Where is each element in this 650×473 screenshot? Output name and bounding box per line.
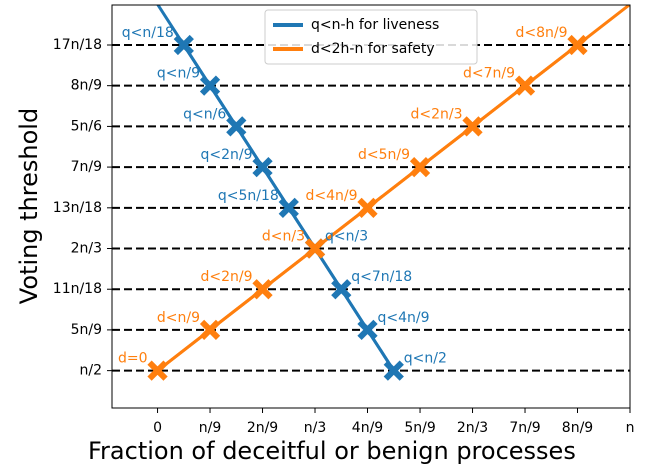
marker [409,156,431,178]
point-label: d<2n/3 [410,106,462,122]
point-label: q<n/18 [122,25,174,41]
x-tick-label: 2n/3 [457,420,488,436]
plot-frame [111,4,631,409]
point-label: q<2n/9 [200,147,252,163]
point-label: d<4n/9 [305,188,357,204]
marker [199,319,221,341]
y-tick-label: 17n/18 [53,37,102,53]
marker [278,197,299,218]
legend-box [264,9,478,65]
point-label: d<2n/9 [200,269,252,285]
point-label: d<5n/9 [358,147,410,163]
y-tick-label: n/2 [80,363,103,379]
point-label: d<8n/9 [515,25,567,41]
x-tick-label: 5n/9 [404,420,435,436]
y-tick-label: 13n/18 [53,200,102,216]
point-label: d<7n/9 [463,66,515,82]
marker [173,34,194,56]
marker [331,279,352,300]
y-axis-label: Voting threshold [15,108,43,304]
plot-area [112,5,630,381]
point-label: q<n/6 [183,106,226,122]
point-label: q<n/9 [157,66,200,82]
marker [304,238,326,259]
marker [514,75,536,96]
marker [252,279,273,300]
x-axis-label: Fraction of deceitful or benign processe… [88,437,576,465]
marker [357,319,378,341]
y-tick-label: 5n/6 [71,118,102,134]
x-tick-label: 7n/9 [509,420,540,436]
x-tick-label: 8n/9 [562,420,593,436]
x-tick-label: 2n/9 [247,420,278,436]
point-label: q<n/3 [325,228,368,244]
x-tick-label: 4n/9 [352,420,383,436]
marker [252,156,273,178]
point-label: d<n/3 [262,228,305,244]
point-label: q<7n/18 [351,269,412,285]
legend-label: d<2h-n for safety [311,41,435,57]
x-tick-label: n/3 [304,420,327,436]
marker [383,360,404,381]
marker [199,75,221,96]
x-tick-label: 0 [153,420,162,436]
marker [147,360,168,381]
point-label: q<4n/9 [378,310,430,326]
y-tick-label: 7n/9 [71,159,102,175]
y-tick-label: 11n/18 [53,281,102,297]
marker [357,197,378,218]
point-label: q<n/2 [404,351,447,367]
legend-label: q<n-h for liveness [311,17,439,33]
y-tick-label: 2n/3 [71,240,102,256]
marker [226,116,247,137]
x-tick-label: n/9 [199,420,222,436]
marker [462,116,483,137]
y-tick-label: 5n/9 [71,322,102,338]
point-label: d=0 [118,351,148,367]
point-label: d<n/9 [157,310,200,326]
point-label: q<5n/18 [218,188,279,204]
y-tick-label: 8n/9 [71,78,102,94]
marker [567,34,588,56]
x-tick-label: n [626,420,635,436]
